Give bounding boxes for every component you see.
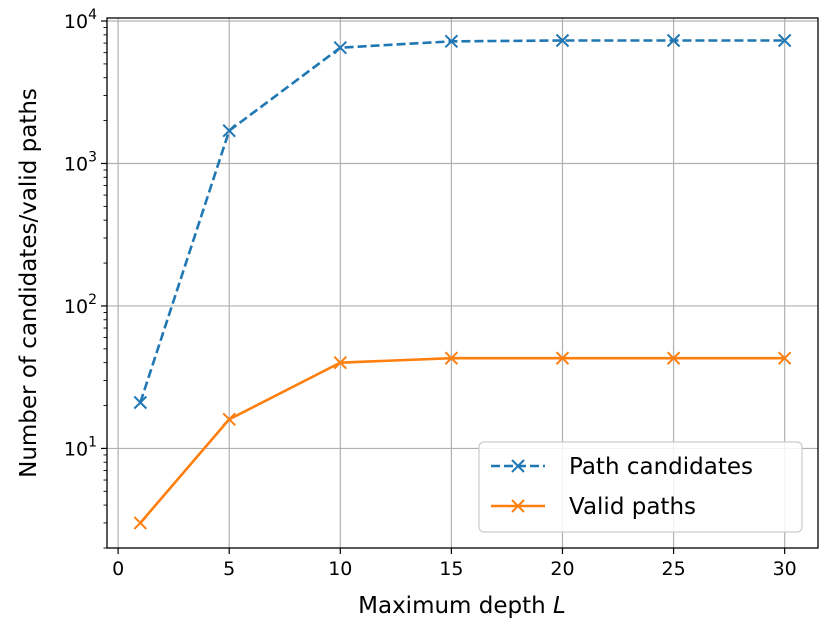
data-point-marker bbox=[133, 516, 148, 530]
x-tick-label: 30 bbox=[773, 558, 797, 580]
x-tick-label: 10 bbox=[328, 558, 352, 580]
series-group bbox=[133, 33, 792, 530]
x-axis-label: Maximum depth L bbox=[358, 593, 566, 619]
y-tick-label: 104 bbox=[64, 7, 97, 33]
x-tick-label: 25 bbox=[661, 558, 685, 580]
data-point-marker bbox=[555, 351, 570, 365]
legend-box bbox=[478, 441, 803, 533]
x-tick-label: 0 bbox=[112, 558, 124, 580]
data-point-marker bbox=[222, 123, 236, 138]
plot-frame bbox=[106, 17, 819, 549]
x-tick-label: 20 bbox=[550, 558, 574, 580]
y-tick-label: 101 bbox=[64, 434, 97, 460]
x-tick-label: 15 bbox=[439, 558, 463, 580]
data-point-marker bbox=[444, 351, 459, 365]
data-point-marker bbox=[777, 33, 792, 48]
ticks: 0 5 10 15 20 25 30 101 102 103 104 bbox=[64, 7, 797, 580]
grid bbox=[107, 18, 818, 548]
data-point-marker bbox=[333, 355, 348, 370]
data-point-marker bbox=[133, 395, 148, 410]
data-point-marker bbox=[333, 40, 348, 55]
data-point-marker bbox=[666, 351, 681, 365]
data-point-marker bbox=[222, 412, 236, 427]
x-tick-label: 5 bbox=[223, 558, 235, 580]
series-line-1 bbox=[139, 39, 785, 403]
data-point-marker bbox=[777, 351, 792, 365]
legend-marker-2 bbox=[511, 499, 525, 513]
data-point-marker bbox=[444, 34, 459, 49]
legend-label-1: Path candidates bbox=[569, 454, 753, 480]
y-axis-label: Number of candidates/valid paths bbox=[16, 88, 42, 478]
legend-label-2: Valid paths bbox=[569, 494, 696, 520]
legend: Path candidates Valid paths bbox=[478, 441, 803, 533]
y-tick-label: 102 bbox=[64, 292, 97, 318]
data-point-marker bbox=[666, 33, 681, 48]
legend-marker-1 bbox=[511, 459, 525, 473]
data-point-marker bbox=[555, 33, 570, 48]
y-tick-label: 103 bbox=[64, 149, 97, 175]
